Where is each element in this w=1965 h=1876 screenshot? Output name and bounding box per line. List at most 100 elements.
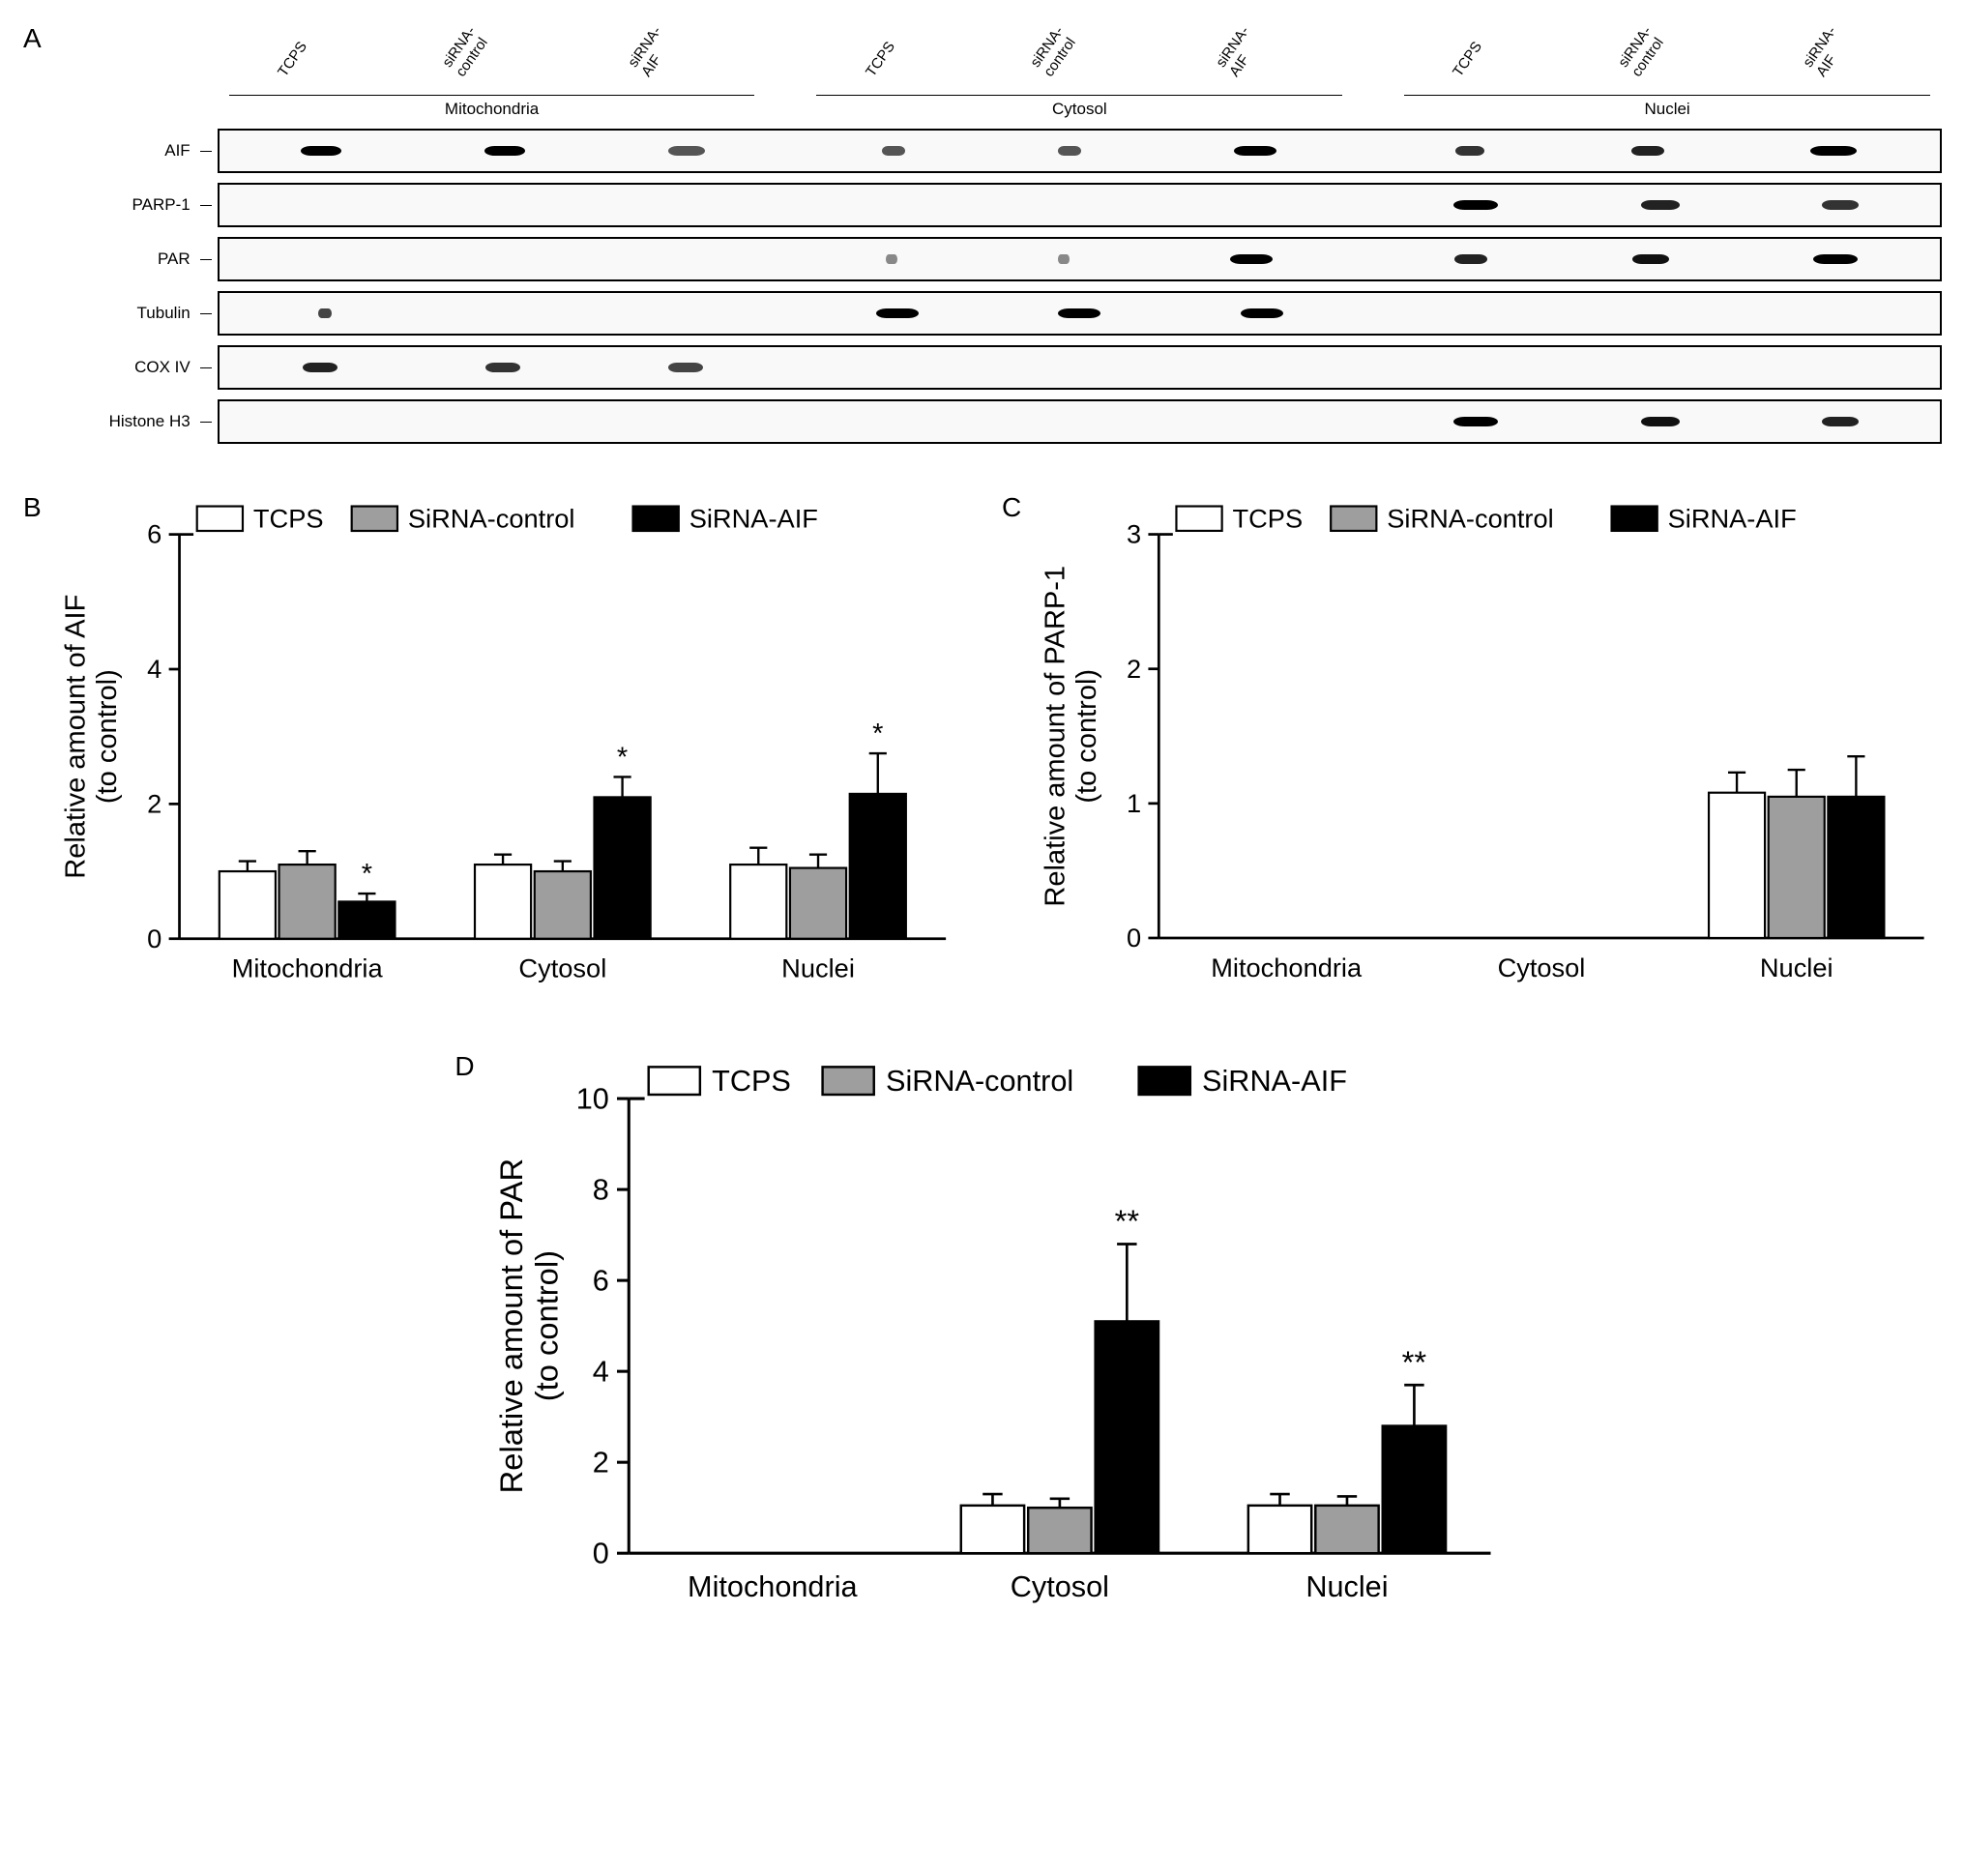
svg-text:SiRNA-control: SiRNA-control: [408, 503, 575, 533]
band: [1822, 417, 1859, 426]
svg-text:SiRNA-AIF: SiRNA-AIF: [1202, 1065, 1347, 1098]
svg-text:*: *: [361, 859, 371, 890]
band: [668, 146, 705, 156]
bar: [790, 868, 846, 939]
svg-text:SiRNA-AIF: SiRNA-AIF: [1668, 503, 1797, 533]
blot-row-label: PARP-1: [73, 195, 198, 215]
svg-text:Mitochondria: Mitochondria: [688, 1571, 858, 1604]
condition-label: siRNA-AIF: [1176, 3, 1266, 91]
svg-text:**: **: [1114, 1204, 1139, 1240]
chart-svg: 0123Relative amount of PARP-1(to control…: [1029, 492, 1942, 1018]
svg-text:2: 2: [1127, 654, 1141, 684]
bar: [960, 1506, 1023, 1553]
condition-label: TCPS: [1400, 10, 1485, 91]
svg-text:0: 0: [592, 1538, 608, 1570]
panel-c: C 0123Relative amount of PARP-1(to contr…: [1002, 492, 1942, 1022]
band: [1641, 200, 1680, 210]
band: [1241, 308, 1283, 318]
blot-row: Histone H3: [73, 399, 1942, 444]
band: [1230, 254, 1273, 264]
svg-text:TCPS: TCPS: [253, 503, 324, 533]
band: [1632, 254, 1669, 264]
band: [1058, 146, 1081, 156]
bar: [1315, 1506, 1378, 1553]
blot-row: COX IV: [73, 345, 1942, 390]
blot-assembly: TCPSsiRNA-controlsiRNA-AIFMitochondriaTC…: [73, 23, 1942, 454]
svg-text:Cytosol: Cytosol: [1498, 953, 1586, 982]
bar: [594, 797, 650, 938]
condition-label: siRNA-control: [991, 3, 1081, 91]
condition-label: siRNA-control: [1578, 3, 1668, 91]
svg-text:3: 3: [1127, 519, 1141, 549]
bar: [534, 871, 590, 939]
svg-text:Relative amount of AIF: Relative amount of AIF: [60, 595, 91, 879]
band: [1455, 146, 1484, 156]
bar: [1382, 1426, 1445, 1554]
bar: [1769, 797, 1825, 938]
band: [485, 363, 520, 372]
svg-text:Nuclei: Nuclei: [1305, 1571, 1388, 1604]
blot-row: PAR: [73, 237, 1942, 281]
bar: [1709, 793, 1765, 938]
bar: [1247, 1506, 1310, 1553]
bar: [338, 901, 395, 938]
condition-label: TCPS: [812, 10, 897, 91]
svg-text:**: **: [1401, 1344, 1426, 1380]
svg-text:Mitochondria: Mitochondria: [231, 953, 383, 983]
blot-row-label: COX IV: [73, 358, 198, 377]
svg-text:TCPS: TCPS: [1233, 503, 1304, 533]
svg-text:TCPS: TCPS: [712, 1065, 791, 1098]
band: [1058, 254, 1070, 264]
sample-header: TCPSsiRNA-controlsiRNA-AIFMitochondriaTC…: [218, 23, 1942, 129]
band: [882, 146, 905, 156]
svg-text:Cytosol: Cytosol: [1010, 1571, 1108, 1604]
svg-text:2: 2: [592, 1447, 608, 1480]
band: [1641, 417, 1680, 426]
svg-text:4: 4: [592, 1356, 608, 1389]
bar: [849, 794, 905, 939]
band: [1453, 417, 1498, 426]
band: [1822, 200, 1859, 210]
svg-text:6: 6: [147, 519, 161, 549]
blot-rows: AIF PARP-1 PAR Tubulin COX IV Histone H3: [73, 129, 1942, 444]
band: [1810, 146, 1857, 156]
chart-d-row: D 0246810Relative amount of PAR(to contr…: [23, 1051, 1942, 1647]
svg-text:8: 8: [592, 1174, 608, 1207]
blot-lanes: [218, 129, 1942, 173]
band: [876, 308, 919, 318]
blot-lanes: [218, 345, 1942, 390]
band: [1813, 254, 1858, 264]
band: [1454, 254, 1487, 264]
blot-row: Tubulin: [73, 291, 1942, 336]
band: [668, 363, 703, 372]
panel-a: A TCPSsiRNA-controlsiRNA-AIFMitochondria…: [23, 23, 1942, 454]
blot-row: AIF: [73, 129, 1942, 173]
band: [1234, 146, 1276, 156]
svg-text:10: 10: [575, 1083, 608, 1116]
bar: [1829, 797, 1885, 938]
svg-text:Nuclei: Nuclei: [1760, 953, 1833, 982]
svg-text:SiRNA-control: SiRNA-control: [1387, 503, 1553, 533]
blot-lanes: [218, 399, 1942, 444]
bar: [1095, 1322, 1158, 1554]
panel-b: B 0246Relative amount of AIF(to control)…: [23, 492, 963, 1022]
charts-bc-row: B 0246Relative amount of AIF(to control)…: [23, 492, 1942, 1022]
fraction-label: Mitochondria: [229, 95, 755, 119]
band: [1453, 200, 1498, 210]
band: [303, 363, 337, 372]
chart-svg: 0246Relative amount of AIF(to control)TC…: [49, 492, 963, 1019]
svg-text:Cytosol: Cytosol: [518, 953, 606, 983]
fraction-label: Cytosol: [816, 95, 1342, 119]
panel-letter-a: A: [23, 23, 42, 454]
blot-row-label: Tubulin: [73, 304, 198, 323]
chart-c: 0123Relative amount of PARP-1(to control…: [1029, 492, 1942, 1022]
blot-row-label: AIF: [73, 141, 198, 161]
chart-d: 0246810Relative amount of PAR(to control…: [483, 1051, 1510, 1647]
svg-text:(to control): (to control): [528, 1250, 564, 1401]
svg-text:Nuclei: Nuclei: [781, 953, 855, 983]
svg-text:(to control): (to control): [1071, 669, 1102, 804]
svg-text:0: 0: [147, 923, 161, 953]
svg-text:*: *: [872, 718, 883, 749]
band: [1058, 308, 1100, 318]
blot-lanes: [218, 291, 1942, 336]
